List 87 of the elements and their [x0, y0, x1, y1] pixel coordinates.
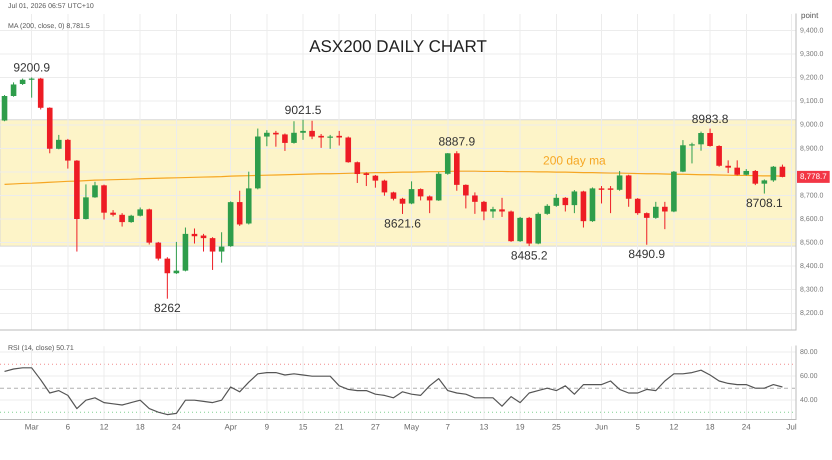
- x-tick-label: 13: [479, 422, 489, 432]
- candlestick: [616, 170, 622, 192]
- candlestick: [598, 186, 604, 204]
- y-axis-title: point: [801, 11, 820, 20]
- candlestick: [499, 197, 505, 218]
- candlestick: [490, 206, 496, 218]
- candlestick: [698, 131, 704, 152]
- candlestick: [218, 232, 224, 264]
- candlestick: [92, 181, 98, 198]
- candlestick: [463, 184, 469, 209]
- annotation: 9200.9: [13, 60, 50, 75]
- x-tick-label: 12: [669, 422, 679, 432]
- candlestick: [626, 174, 632, 208]
- annotation: 8262: [154, 301, 182, 316]
- candlestick: [562, 196, 568, 212]
- annotation: 8,778.7: [800, 172, 828, 182]
- annotation: 8708.1: [746, 196, 784, 210]
- candlestick: [644, 212, 650, 246]
- candlestick: [472, 192, 478, 214]
- candlestick: [481, 200, 487, 221]
- candlestick: [210, 236, 216, 270]
- x-tick-label: 25: [552, 422, 562, 432]
- candlestick: [236, 190, 243, 226]
- x-tick-label: 18: [706, 422, 716, 432]
- x-tick-label: 5: [635, 422, 640, 432]
- candlestick: [400, 197, 406, 214]
- candlestick: [426, 194, 432, 214]
- candlestick: [174, 241, 180, 274]
- candlestick: [291, 120, 297, 144]
- candlestick: [300, 119, 306, 140]
- x-tick-label: 24: [742, 422, 752, 432]
- candlestick: [282, 132, 288, 152]
- candlestick: [780, 164, 786, 178]
- candlestick: [408, 180, 414, 205]
- candlestick: [662, 201, 668, 230]
- x-tick-label: 12: [100, 422, 110, 432]
- x-tick-label: May: [404, 422, 420, 432]
- candlestick: [56, 134, 62, 150]
- candlestick: [28, 76, 34, 98]
- annotation: 8983.8: [692, 112, 729, 126]
- annotation: 8490.9: [628, 247, 666, 262]
- x-tick-label: 15: [298, 422, 308, 432]
- candlestick: [770, 166, 776, 182]
- x-tick-label: 21: [334, 422, 344, 432]
- annotation: 8621.6: [384, 216, 422, 230]
- candlestick: [707, 128, 713, 148]
- candlestick: [418, 188, 424, 201]
- candlestick: [354, 161, 360, 184]
- candlestick: [553, 194, 560, 208]
- candlestick: [119, 212, 125, 228]
- candlestick: [634, 198, 641, 216]
- candlestick: [10, 82, 16, 98]
- x-tick-label: Jul: [786, 422, 797, 432]
- x-tick-label: Apr: [224, 422, 238, 432]
- candlestick: [164, 256, 170, 300]
- x-tick-label: 9: [264, 422, 270, 432]
- candlestick: [544, 204, 550, 216]
- series-label: 200 day ma: [543, 153, 606, 168]
- x-tick-label: 7: [446, 422, 451, 432]
- x-tick-label: 19: [516, 422, 526, 432]
- candlestick: [200, 233, 206, 252]
- x-tick-label: Mar: [24, 422, 39, 432]
- x-tick-label: 6: [66, 422, 71, 432]
- x-tick-label: 18: [136, 422, 146, 432]
- x-tick-label: Jun: [595, 422, 608, 432]
- candlestick: [372, 174, 378, 188]
- candlestick: [716, 144, 722, 168]
- candlestick: [652, 201, 659, 220]
- candlestick: [608, 186, 614, 214]
- candlestick: [309, 120, 315, 140]
- candlestick: [444, 152, 451, 176]
- x-tick-label: 27: [370, 422, 380, 432]
- annotation: 8887.9: [438, 134, 476, 148]
- candlestick: [734, 160, 740, 176]
- candlestick: [83, 184, 89, 220]
- candlestick: [155, 241, 162, 262]
- candlestick: [517, 216, 523, 242]
- candlestick: [264, 130, 270, 147]
- candlestick: [572, 190, 578, 214]
- text: ASX200 DAILY CHART: [309, 37, 487, 56]
- candlestick: [752, 170, 758, 186]
- x-tick-label: 24: [172, 422, 182, 432]
- annotation: 8485.2: [510, 248, 548, 262]
- annotation: 9021.5: [284, 103, 322, 118]
- candlestick: [192, 228, 198, 244]
- candlestick: [65, 138, 71, 170]
- candlestick: [382, 179, 388, 196]
